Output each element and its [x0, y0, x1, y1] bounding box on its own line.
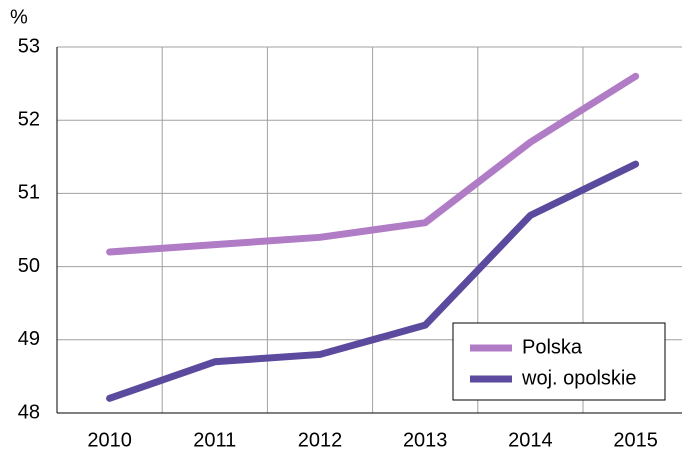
y-tick-label: 48 — [18, 401, 40, 423]
series-line — [106, 72, 640, 256]
x-tick-label: 2010 — [87, 429, 132, 451]
y-tick-label: 53 — [18, 35, 40, 57]
series-line — [106, 160, 640, 402]
y-tick-label: 52 — [18, 108, 40, 130]
x-tick-label: 2014 — [508, 429, 553, 451]
y-tick-label: 49 — [18, 328, 40, 350]
legend: Polska woj. opolskie — [452, 322, 666, 401]
y-tick-label: 50 — [18, 255, 40, 277]
x-tick-label: 2012 — [298, 429, 343, 451]
y-tick-label: 51 — [18, 182, 40, 204]
x-tick-label: 2015 — [613, 429, 658, 451]
legend-box — [452, 322, 666, 401]
y-unit: % — [10, 6, 28, 28]
x-tick-label: 2011 — [193, 429, 236, 451]
x-tick-label: 2013 — [403, 429, 448, 451]
legend-label: Polska — [522, 336, 583, 358]
legend-label: woj. opolskie — [521, 367, 637, 389]
